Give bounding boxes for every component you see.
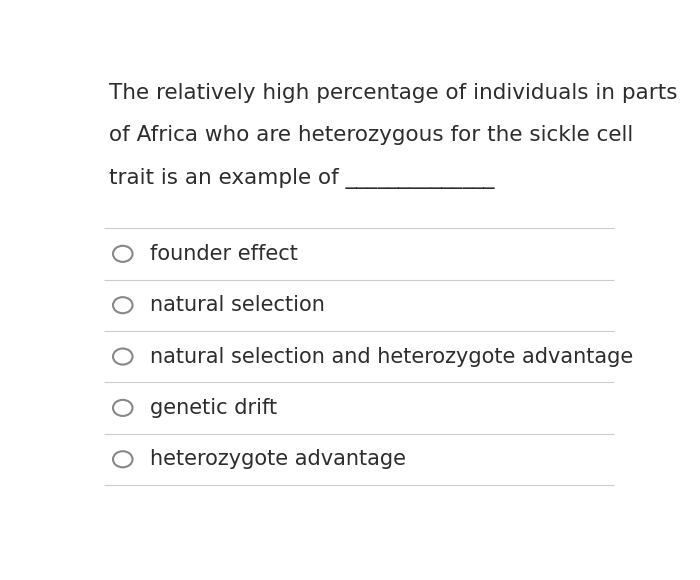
Text: genetic drift: genetic drift	[150, 398, 277, 418]
Text: The relatively high percentage of individuals in parts: The relatively high percentage of indivi…	[109, 83, 678, 103]
Text: trait is an example of ______________: trait is an example of ______________	[109, 168, 495, 189]
Text: natural selection and heterozygote advantage: natural selection and heterozygote advan…	[150, 346, 633, 367]
Text: heterozygote advantage: heterozygote advantage	[150, 450, 406, 469]
Text: of Africa who are heterozygous for the sickle cell: of Africa who are heterozygous for the s…	[109, 125, 634, 146]
Text: natural selection: natural selection	[150, 295, 325, 315]
Text: founder effect: founder effect	[150, 244, 298, 264]
